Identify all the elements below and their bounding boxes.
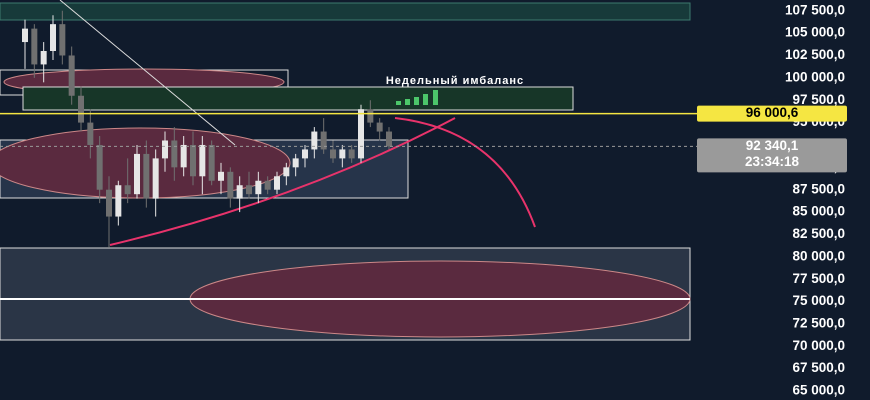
imbalance-box bbox=[22, 86, 574, 111]
y-tick-label: 75 000,0 bbox=[792, 293, 845, 308]
candle-body bbox=[283, 167, 290, 177]
price-label-box bbox=[697, 105, 847, 122]
imbalance-bars bbox=[396, 90, 438, 105]
y-tick-label: 105 000,0 bbox=[785, 25, 845, 40]
price-label-box bbox=[697, 138, 847, 173]
y-tick-label: 80 000,0 bbox=[792, 248, 845, 263]
projection-curve bbox=[394, 117, 536, 228]
candle-body bbox=[292, 158, 299, 168]
candle-body bbox=[152, 158, 159, 199]
y-tick-label: 67 500,0 bbox=[792, 360, 845, 375]
trend-curve bbox=[109, 117, 456, 246]
candle-body bbox=[302, 149, 308, 159]
zone-top bbox=[0, 2, 691, 21]
candle-body bbox=[143, 153, 150, 199]
candle-body bbox=[106, 189, 112, 217]
candle-body bbox=[311, 131, 318, 150]
candle-body bbox=[218, 171, 224, 181]
candle-body bbox=[386, 131, 392, 147]
candle-body bbox=[190, 144, 196, 177]
y-tick-label: 77 500,0 bbox=[792, 271, 845, 286]
candle-body bbox=[376, 122, 383, 132]
y-tick-label: 100 000,0 bbox=[785, 69, 845, 84]
candle-body bbox=[264, 180, 271, 190]
candle-body bbox=[246, 185, 252, 195]
candle-body bbox=[87, 122, 94, 145]
candle-body bbox=[124, 185, 131, 195]
y-tick-label: 85 000,0 bbox=[792, 204, 845, 219]
candle-body bbox=[348, 149, 355, 159]
candle-body bbox=[40, 51, 47, 65]
candle-body bbox=[236, 185, 243, 199]
y-tick-label: 87 500,0 bbox=[792, 181, 845, 196]
y-tick-label: 102 500,0 bbox=[785, 47, 845, 62]
y-tick-label: 82 500,0 bbox=[792, 226, 845, 241]
candle-body bbox=[96, 144, 103, 190]
price-label: 96 000,6 bbox=[746, 105, 799, 120]
y-tick-label: 97 500,0 bbox=[792, 92, 845, 107]
y-tick-label: 107 500,0 bbox=[785, 2, 845, 17]
trend-line bbox=[59, 0, 236, 146]
candle-body bbox=[199, 144, 206, 177]
price-label: 92 340,1 bbox=[746, 138, 799, 153]
candle-body bbox=[339, 149, 346, 159]
countdown: 23:34:18 bbox=[745, 154, 800, 169]
candle-body bbox=[134, 153, 140, 195]
candle-body bbox=[367, 109, 374, 123]
candle-body bbox=[78, 95, 84, 123]
annotation: Недельный имбаланс bbox=[386, 75, 524, 87]
candle-body bbox=[320, 131, 327, 150]
candle-body bbox=[115, 185, 122, 217]
candle-body bbox=[68, 55, 75, 96]
candle-body bbox=[255, 180, 262, 195]
y-tick-label: 72 500,0 bbox=[792, 315, 845, 330]
candle-body bbox=[22, 28, 28, 43]
y-tick-label: 70 000,0 bbox=[792, 338, 845, 353]
candle-body bbox=[227, 171, 234, 199]
y-tick-label: 65 000,0 bbox=[792, 383, 845, 398]
candle-body bbox=[59, 24, 66, 56]
candle-body bbox=[171, 140, 178, 168]
candle-body bbox=[50, 24, 56, 52]
candle-body bbox=[358, 109, 364, 159]
candle-body bbox=[274, 176, 280, 190]
candle-body bbox=[31, 28, 38, 65]
candle-body bbox=[208, 144, 215, 181]
candle-body bbox=[162, 140, 168, 159]
candle-body bbox=[180, 144, 187, 168]
candle-body bbox=[330, 149, 336, 159]
